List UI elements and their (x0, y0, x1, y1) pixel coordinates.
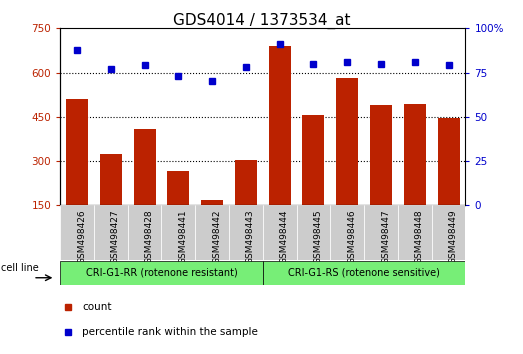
Bar (94, 205, 128, 260)
Text: CRI-G1-RS (rotenone sensitive): CRI-G1-RS (rotenone sensitive) (288, 268, 440, 278)
Bar (364, 205, 398, 260)
Bar (195, 205, 229, 260)
Text: GSM498444: GSM498444 (280, 210, 289, 264)
Bar (60, 205, 94, 260)
Bar (438, 118, 460, 250)
Bar (370, 105, 392, 250)
Bar (404, 104, 426, 250)
Text: GSM498446: GSM498446 (347, 210, 356, 264)
Bar (162, 205, 195, 260)
Text: count: count (83, 302, 112, 313)
Text: GSM498443: GSM498443 (246, 210, 255, 264)
Bar (302, 115, 324, 250)
Text: percentile rank within the sample: percentile rank within the sample (83, 326, 258, 337)
Bar (167, 171, 189, 250)
Bar (201, 200, 223, 250)
Text: GSM498426: GSM498426 (77, 210, 86, 264)
Text: GSM498447: GSM498447 (381, 210, 390, 264)
Text: GDS4014 / 1373534_at: GDS4014 / 1373534_at (173, 12, 350, 29)
Bar (336, 79, 358, 250)
Text: GSM498448: GSM498448 (415, 210, 424, 264)
Text: GSM498441: GSM498441 (178, 210, 187, 264)
Bar (297, 205, 331, 260)
Bar (331, 205, 364, 260)
Text: GSM498428: GSM498428 (144, 210, 154, 264)
Text: cell line: cell line (1, 263, 39, 273)
Bar (263, 261, 465, 285)
Bar (60, 261, 263, 285)
Bar (235, 160, 257, 250)
Bar (398, 205, 431, 260)
Bar (133, 129, 155, 250)
Bar (66, 99, 88, 250)
Bar (431, 205, 465, 260)
Text: CRI-G1-RR (rotenone resistant): CRI-G1-RR (rotenone resistant) (86, 268, 237, 278)
Bar (128, 205, 162, 260)
Bar (100, 154, 122, 250)
Text: GSM498442: GSM498442 (212, 210, 221, 264)
Bar (229, 205, 263, 260)
Text: GSM498449: GSM498449 (449, 210, 458, 264)
Bar (263, 205, 297, 260)
Bar (269, 46, 291, 250)
Text: GSM498427: GSM498427 (111, 210, 120, 264)
Text: GSM498445: GSM498445 (313, 210, 323, 264)
